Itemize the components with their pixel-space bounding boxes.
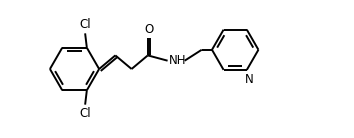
Text: Cl: Cl xyxy=(79,18,91,31)
Text: N: N xyxy=(245,73,253,86)
Text: NH: NH xyxy=(169,54,187,67)
Text: O: O xyxy=(144,23,153,36)
Text: Cl: Cl xyxy=(79,107,91,120)
